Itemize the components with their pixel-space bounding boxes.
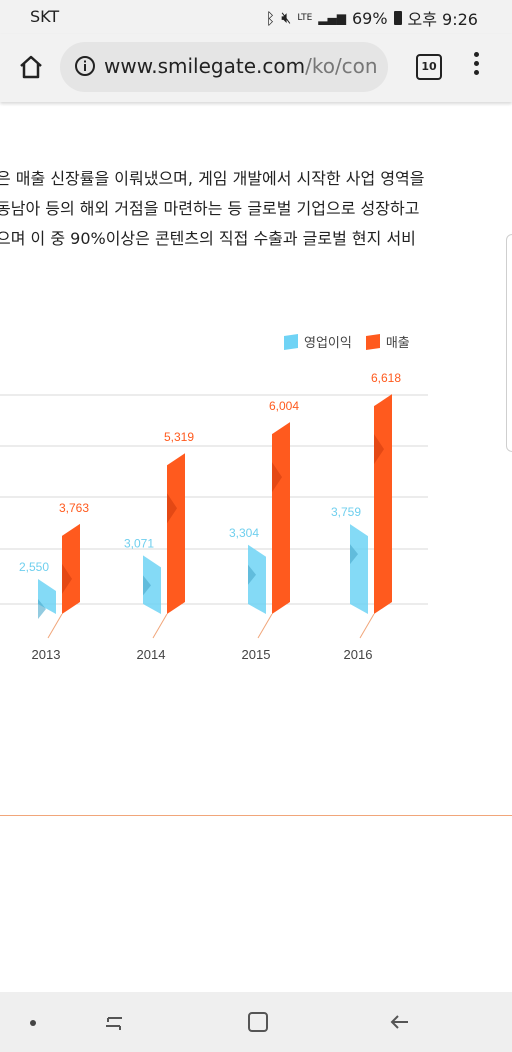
data-label-revenue: 6,004 — [269, 399, 299, 413]
battery-icon — [393, 11, 402, 25]
address-bar[interactable]: www.smilegate.com/ko/con — [60, 42, 388, 92]
bar-profit-facet — [248, 564, 256, 585]
data-label-profit: 3,304 — [229, 526, 259, 540]
network-label: LTE — [297, 13, 313, 23]
legend-swatch-profit — [284, 333, 298, 350]
legend-label-revenue: 매출 — [385, 336, 410, 351]
article-line: 동남아 등의 해외 거점을 마련하는 등 글로벌 기업으로 성장하고 — [0, 199, 420, 218]
bar-revenue — [167, 453, 185, 614]
bar-revenue-facet — [374, 434, 384, 465]
chart-legend: 영업이익 매출 — [284, 332, 424, 351]
browser-toolbar: www.smilegate.com/ko/con 10 — [0, 34, 512, 102]
system-navigation-bar — [0, 992, 512, 1052]
data-label-profit: 3,759 — [331, 505, 361, 519]
url-path: /ko/con — [305, 54, 378, 78]
data-label-profit: 2,550 — [19, 560, 49, 574]
bar-revenue-facet — [272, 462, 282, 493]
status-icons: ᛒ 🔇︎ LTE ▂▄▆ 69% 오후 9:26 — [266, 6, 478, 30]
data-label-revenue: 5,319 — [164, 430, 194, 444]
article-text: 은 매출 신장률을 이뤄냈으며, 게임 개발에서 시작한 사업 영역을 동남아 … — [0, 164, 512, 254]
signal-icon: ▂▄▆ — [318, 11, 346, 25]
bar-pointer-line — [359, 613, 375, 639]
side-panel-handle[interactable] — [506, 234, 512, 452]
mute-icon: 🔇︎ — [281, 8, 292, 27]
bar-pointer-line — [47, 613, 63, 639]
x-tick-label: 2013 — [32, 647, 61, 662]
legend-item-revenue: 매출 — [365, 332, 410, 351]
tab-switcher-button[interactable]: 10 — [416, 54, 442, 80]
back-icon[interactable] — [386, 1008, 414, 1036]
bluetooth-icon: ᛒ — [265, 8, 276, 28]
bar-profit-facet — [350, 544, 358, 565]
bar-pointer-line — [152, 613, 168, 639]
x-tick-label: 2016 — [344, 647, 373, 662]
bar-profit — [248, 544, 266, 614]
article-line: 은 매출 신장률을 이뤄냈으며, 게임 개발에서 시작한 사업 영역을 — [0, 169, 425, 188]
home-nav-icon[interactable] — [244, 1008, 272, 1036]
data-label-revenue: 6,618 — [371, 371, 401, 385]
more-menu-icon[interactable] — [470, 50, 482, 82]
battery-label: 69% — [351, 8, 388, 28]
bar-profit-facet — [38, 599, 46, 620]
status-bar: SKT ᛒ 🔇︎ LTE ▂▄▆ 69% 오후 9:26 — [0, 0, 512, 34]
carrier-label: SKT — [30, 7, 60, 26]
legend-label-profit: 영업이익 — [304, 336, 352, 351]
nav-dot-icon[interactable] — [30, 1020, 36, 1026]
bar-profit — [350, 524, 368, 614]
bar-profit — [143, 555, 161, 614]
bar-revenue-facet — [62, 563, 72, 594]
home-icon[interactable] — [16, 52, 46, 82]
bar-pointer-line — [257, 613, 273, 639]
url-text[interactable]: www.smilegate.com/ko/con — [104, 54, 378, 78]
legend-swatch-revenue — [365, 333, 380, 350]
legend-item-profit: 영업이익 — [284, 332, 352, 351]
section-divider — [0, 815, 512, 816]
data-label-revenue: 3,763 — [59, 501, 89, 515]
article-line: 으며 이 중 90%이상은 콘텐츠의 직접 수출과 글로벌 현지 서비 — [0, 229, 416, 248]
data-label-profit: 3,071 — [124, 536, 154, 550]
bar-revenue — [272, 422, 290, 614]
bar-revenue-facet — [167, 493, 177, 524]
info-icon[interactable] — [74, 55, 96, 77]
x-tick-label: 2014 — [137, 647, 166, 662]
recent-apps-icon[interactable] — [100, 1008, 128, 1036]
bar-revenue — [62, 523, 80, 614]
url-host: www.smilegate.com — [104, 54, 306, 78]
x-tick-label: 2015 — [242, 647, 271, 662]
bar-profit-facet — [143, 575, 151, 596]
revenue-profit-chart: 2,550 3,763 2013 3,071 5,319 2014 3,304 6,004 20… — [0, 371, 428, 662]
bar-revenue — [374, 394, 392, 614]
clock: 오후 9:26 — [407, 10, 478, 29]
